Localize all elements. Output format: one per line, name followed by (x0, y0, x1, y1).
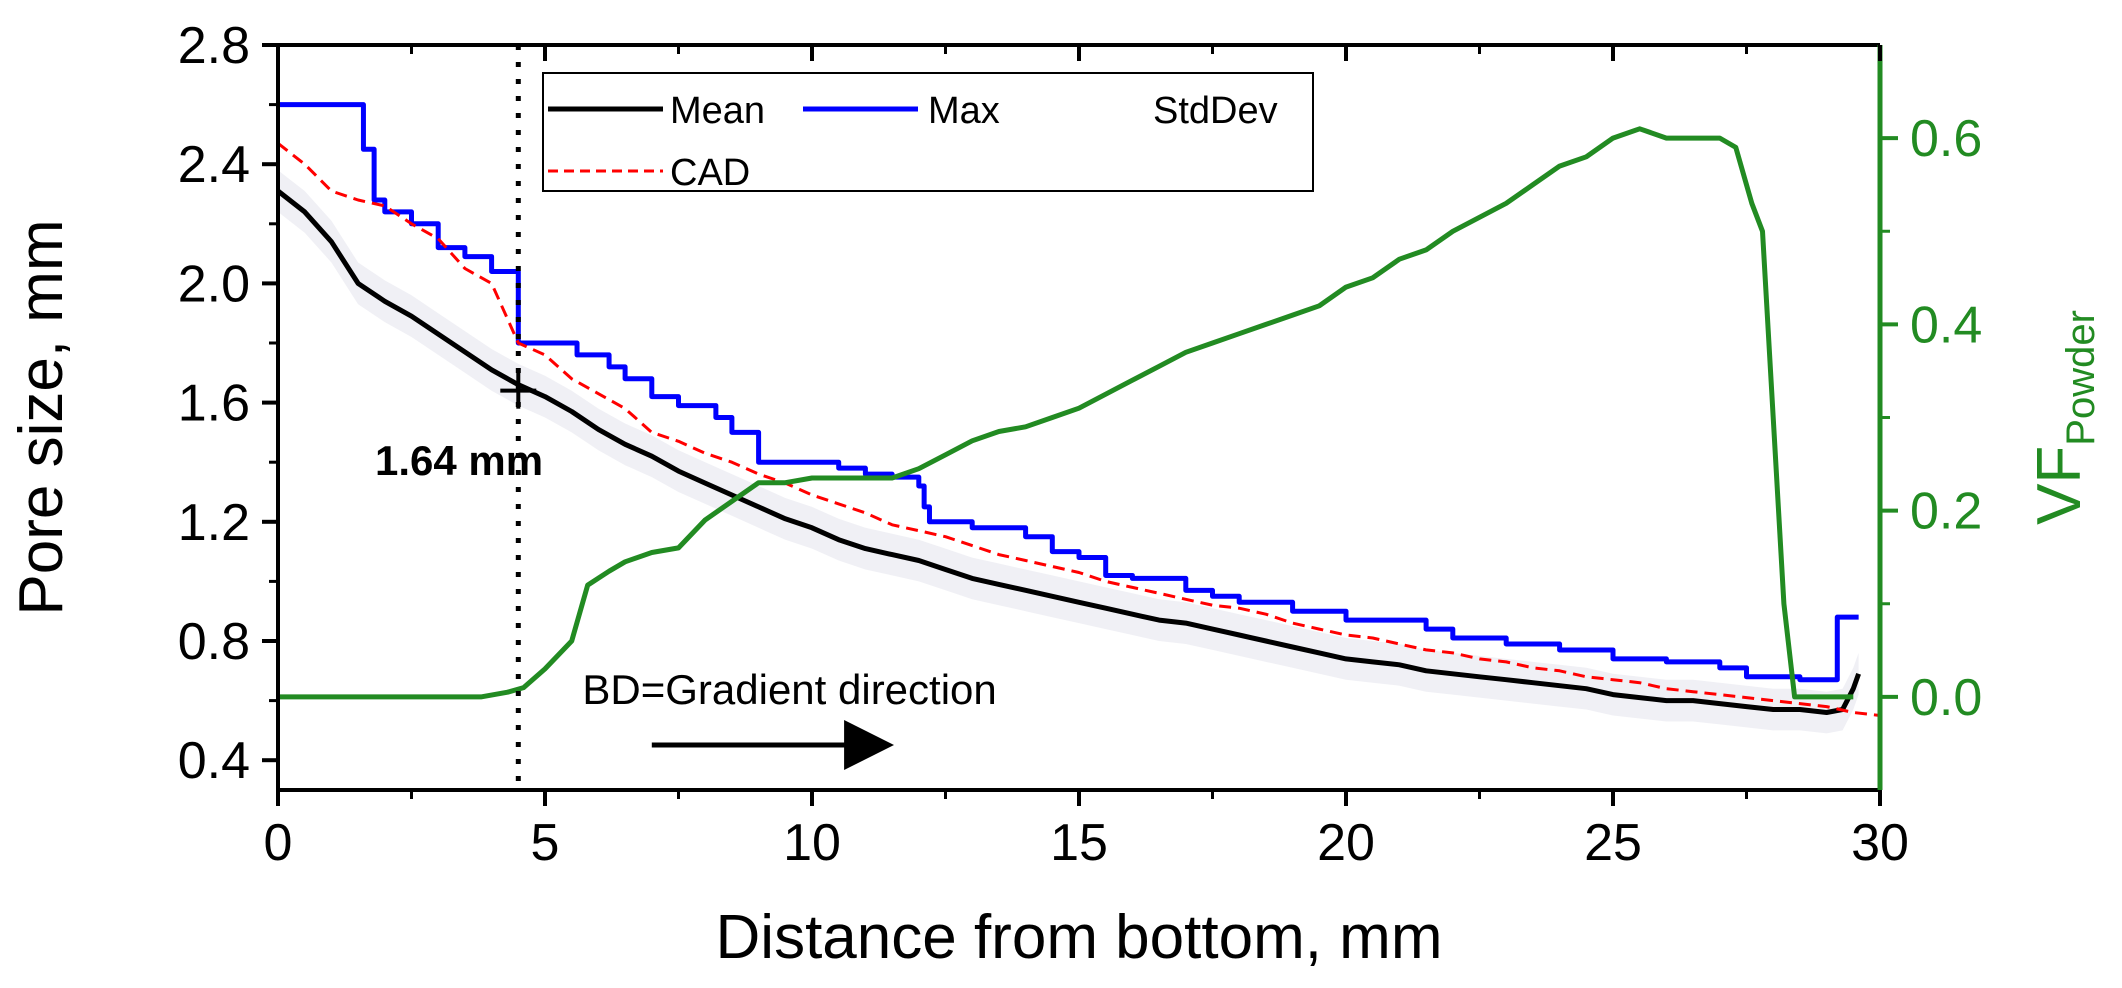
legend-stddev-label: StdDev (1153, 90, 1278, 132)
legend-mean-label: Mean (670, 90, 765, 132)
y-right-title-main: VF (2025, 446, 2094, 525)
y-right-tick-label: 0.2 (1910, 483, 1982, 541)
y-left-tick-label: 0.8 (178, 613, 250, 671)
y-left-axis-title: Pore size, mm (7, 219, 76, 615)
series-layer (276, 102, 1881, 717)
x-tick-label: 0 (264, 814, 293, 872)
y-left-tick-label: 1.2 (178, 494, 250, 552)
y-left-tick-label: 1.6 (178, 375, 250, 433)
y-right-axis-title: VFPowder (2025, 310, 2103, 525)
x-tick-label: 5 (531, 814, 560, 872)
x-tick-label: 30 (1851, 814, 1909, 872)
y-right-title-subscript: Powder (2059, 310, 2103, 446)
legend: Mean Max StdDev CAD (542, 72, 1314, 194)
y-left-tick-label: 0.4 (178, 732, 250, 790)
x-axis-title: Distance from bottom, mm (716, 903, 1443, 972)
series-line-vf-powder (278, 126, 1854, 700)
y-left-tick-label: 2.0 (178, 255, 250, 313)
y-right-axis-ticks: 0.0 0.2 0.4 0.6 (1880, 110, 1982, 727)
legend-box (542, 72, 1314, 192)
series-line-mean (276, 189, 1861, 715)
x-axis-ticks: 0 5 10 15 20 25 30 (264, 45, 1909, 872)
value-annotation: 1.64 mm (375, 437, 543, 484)
y-left-axis-ticks: 0.4 0.8 1.2 1.6 2.0 2.4 2.8 (178, 17, 278, 790)
mean-crosshair-marker (500, 372, 537, 409)
x-tick-label: 15 (1050, 814, 1108, 872)
y-left-tick-label: 2.8 (178, 17, 250, 75)
x-tick-label: 10 (783, 814, 841, 872)
build-direction-label: BD=Gradient direction (582, 666, 996, 713)
x-tick-label: 20 (1317, 814, 1375, 872)
x-tick-label: 25 (1584, 814, 1642, 872)
y-right-tick-label: 0.6 (1910, 110, 1982, 168)
y-right-tick-label: 0.4 (1910, 296, 1982, 354)
legend-cad-label: CAD (670, 152, 750, 194)
y-right-tick-label: 0.0 (1910, 669, 1982, 727)
legend-max-label: Max (928, 90, 1000, 132)
series-line-cad (277, 142, 1881, 717)
y-left-tick-label: 2.4 (178, 136, 250, 194)
series-line-max (278, 102, 1859, 683)
